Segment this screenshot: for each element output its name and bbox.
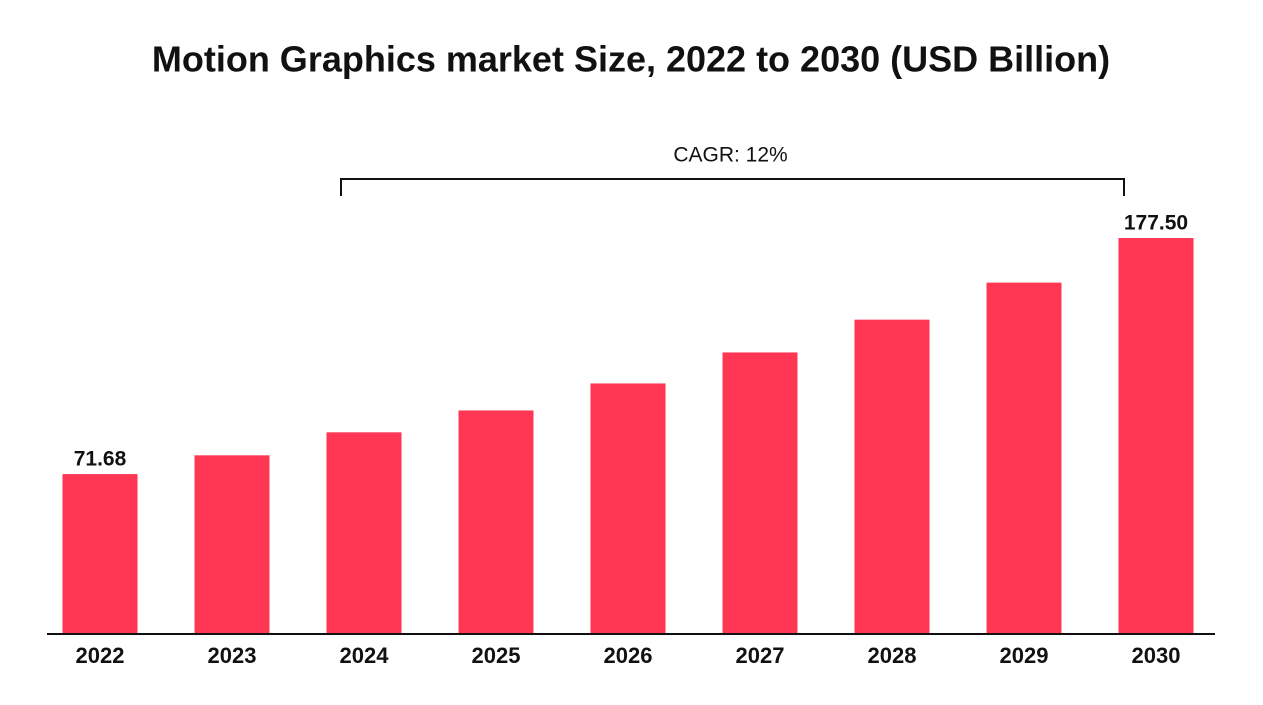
x-tick-label: 2023 <box>208 643 257 668</box>
bar <box>194 455 270 634</box>
x-tick-label: 2026 <box>604 643 653 668</box>
data-label: 177.50 <box>1124 212 1188 235</box>
x-tick-label: 2029 <box>1000 643 1049 668</box>
x-tick-label: 2030 <box>1132 643 1181 668</box>
bar <box>1118 238 1194 634</box>
cagr-label: CAGR: 12% <box>673 144 787 167</box>
x-tick-label: 2022 <box>76 643 125 668</box>
bar <box>722 352 798 634</box>
bar <box>458 410 534 634</box>
bar <box>326 432 402 634</box>
x-tick-label: 2025 <box>472 643 521 668</box>
data-label: 71.68 <box>74 448 127 471</box>
bar <box>590 383 666 634</box>
bar <box>854 319 930 634</box>
x-tick-label: 2028 <box>868 643 917 668</box>
cagr-bracket <box>340 178 1125 196</box>
bar <box>986 282 1062 634</box>
x-tick-label: 2027 <box>736 643 785 668</box>
bar <box>62 474 138 634</box>
x-tick-label: 2024 <box>340 643 390 668</box>
chart-title: Motion Graphics market Size, 2022 to 203… <box>152 39 1110 80</box>
